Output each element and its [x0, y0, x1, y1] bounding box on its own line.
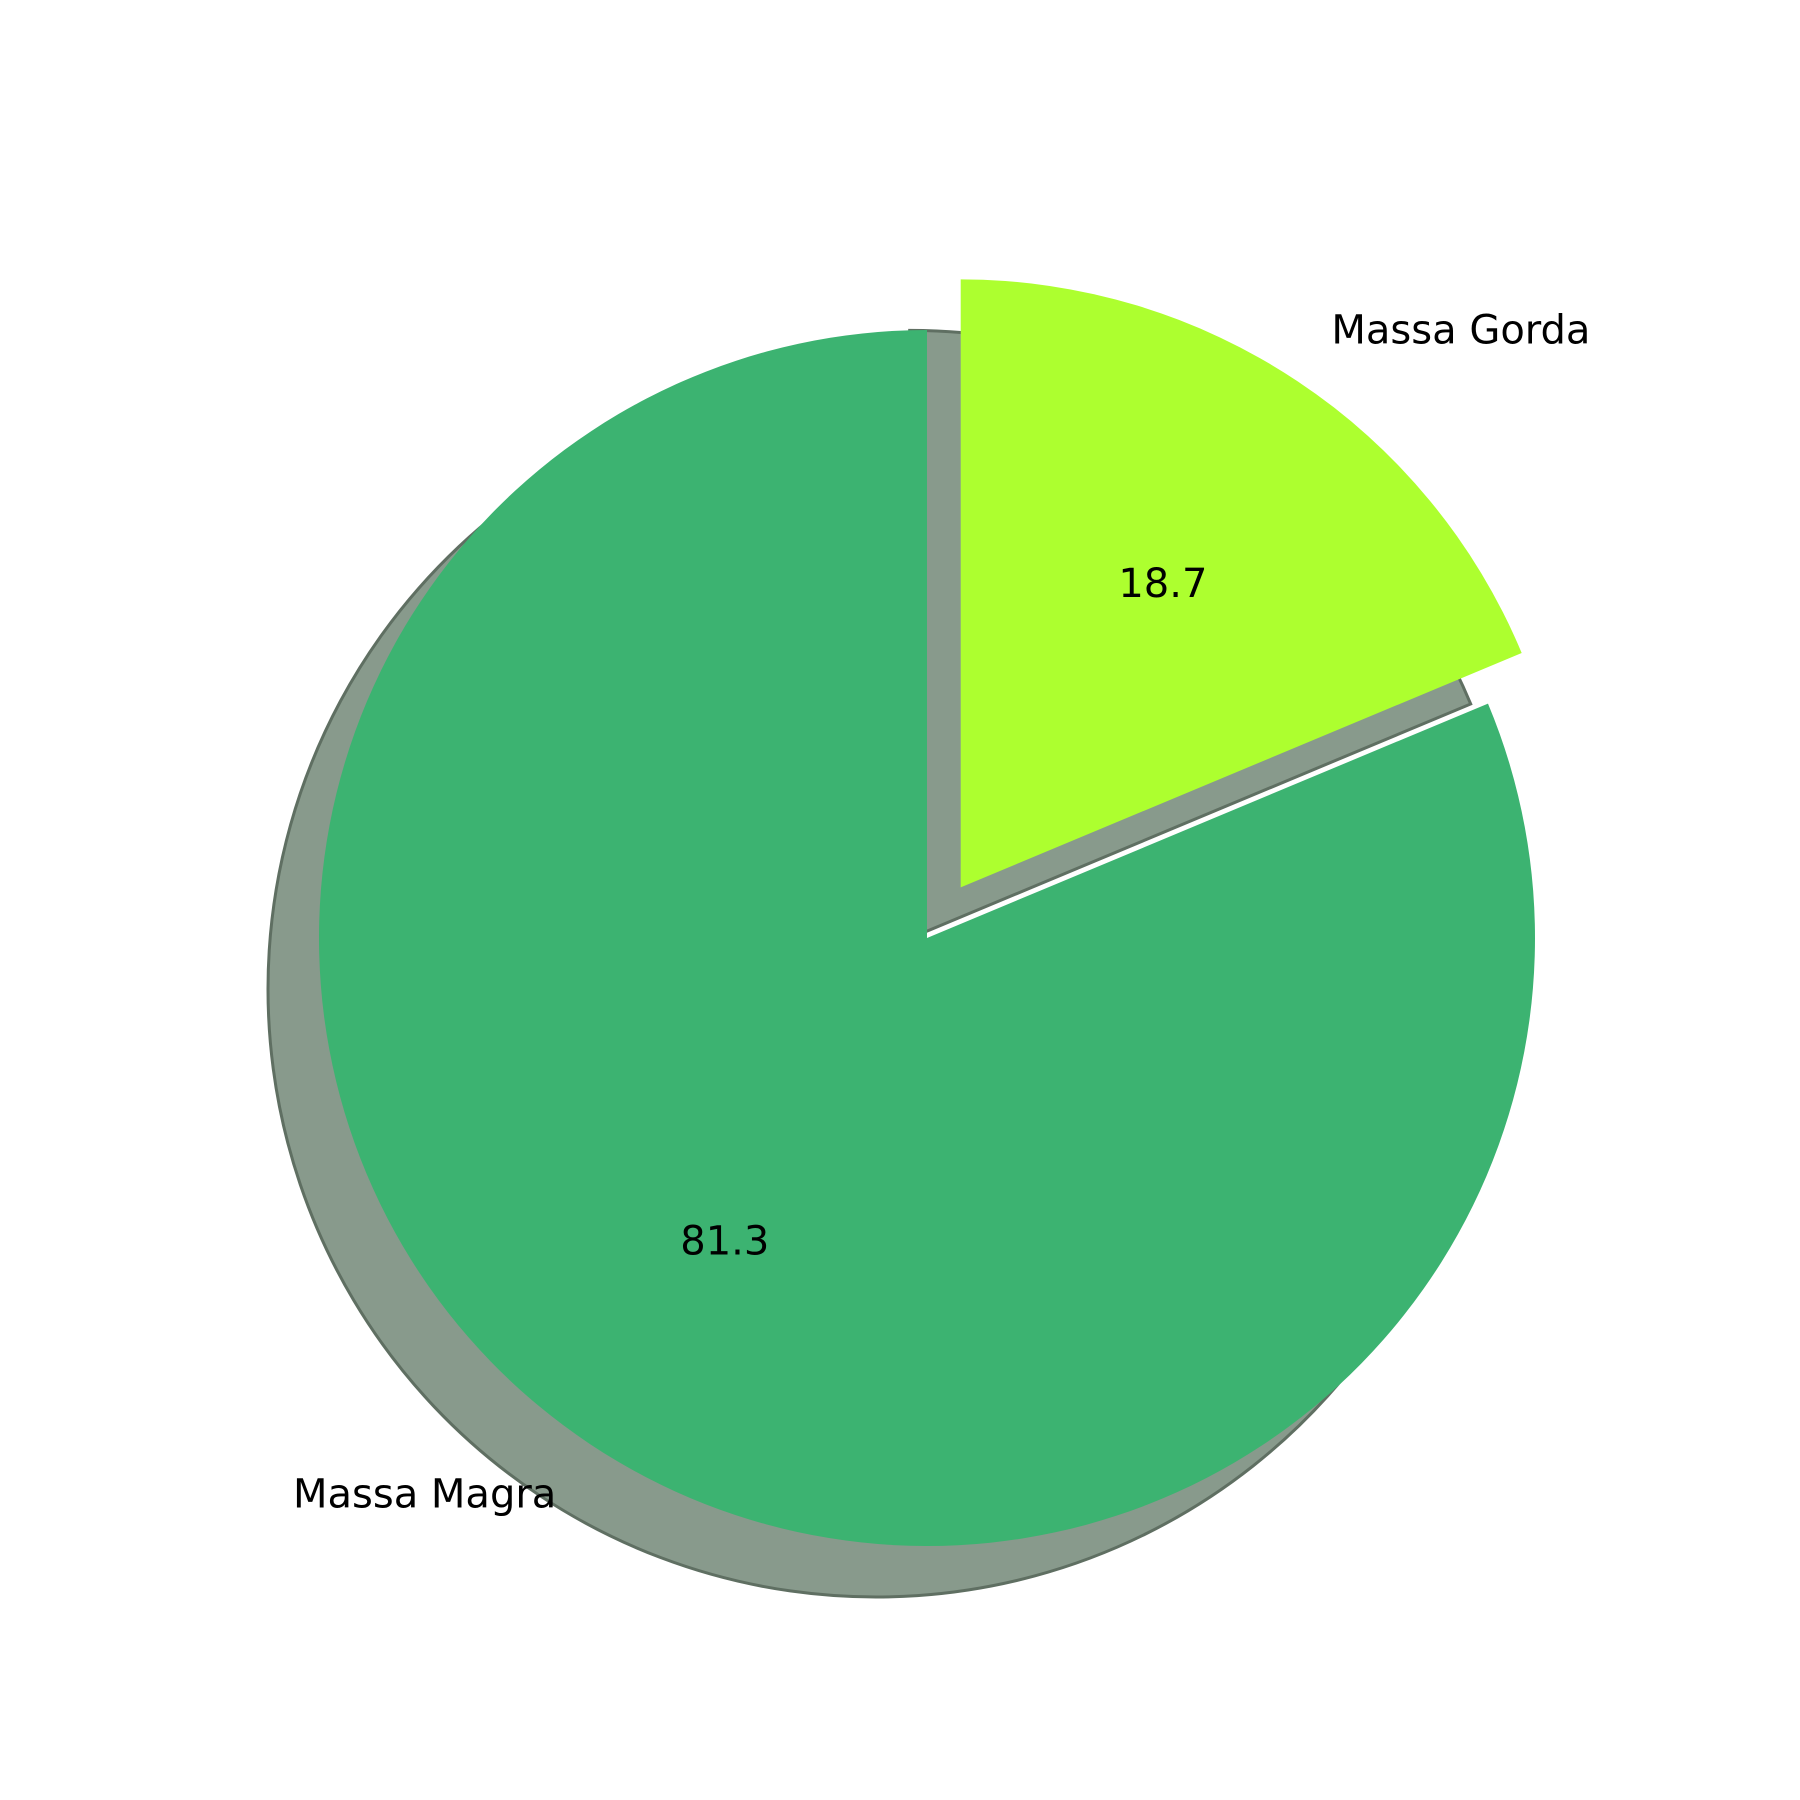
pct-label-massa-magra: 81.3 — [680, 1219, 769, 1265]
label-layer: 81.3 Massa Magra 18.7 Massa Gorda — [293, 308, 1590, 1518]
pct-label-massa-gorda: 18.7 — [1118, 561, 1207, 607]
slice-massa-gorda — [960, 279, 1522, 888]
slice-layer — [319, 279, 1536, 1546]
slice-label-massa-gorda: Massa Gorda — [1331, 308, 1590, 354]
slice-label-massa-magra: Massa Magra — [293, 1472, 556, 1518]
slice-massa-magra — [319, 330, 1536, 1546]
